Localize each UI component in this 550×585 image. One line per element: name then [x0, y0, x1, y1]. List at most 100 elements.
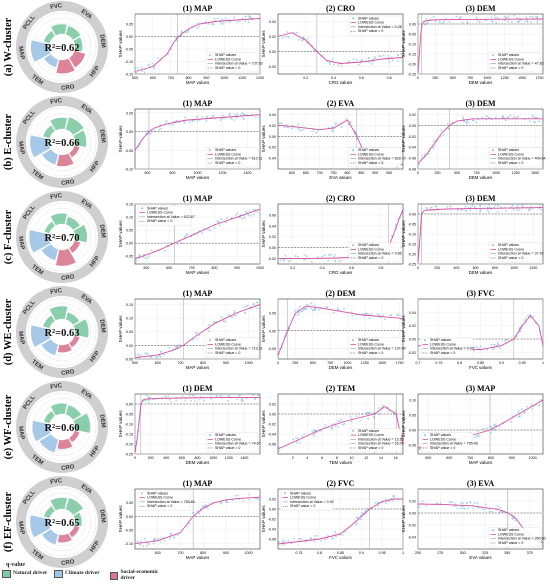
x-tick-label: 1500 — [531, 171, 539, 175]
shap-point — [479, 209, 481, 212]
shap-point — [292, 438, 295, 441]
shap-point — [255, 115, 257, 118]
legend-entry: SHAP value = 0 — [215, 66, 240, 70]
legend-entry: LOWESS Curve — [430, 342, 456, 346]
shap-point — [465, 122, 468, 125]
shap-point — [188, 121, 191, 123]
grid-ring — [27, 107, 97, 177]
legend-swatch-climate — [54, 570, 63, 578]
shap-point — [332, 255, 335, 258]
shap-point — [240, 218, 243, 220]
shap-point — [447, 128, 450, 130]
legend-marker-points — [209, 54, 211, 57]
scatter-panel-b2: (2) EVA -0.04 -0.02 0.00 0.02 0.04 600 650 700 75… — [261, 99, 406, 180]
x-tick-label: 750 — [327, 361, 333, 365]
wedge-pcll — [42, 124, 56, 139]
x-tick-label: 950 — [386, 171, 392, 175]
y-tick-label: -0.02 — [408, 351, 416, 355]
shap-point — [208, 323, 211, 326]
shap-point — [236, 20, 238, 23]
shap-point — [539, 208, 542, 211]
y-tick-label: 0.02 — [409, 324, 416, 328]
shap-point — [238, 395, 241, 397]
shap-point — [295, 441, 298, 444]
shap-point — [139, 540, 142, 542]
shap-point — [513, 116, 516, 118]
x-tick-label: 600 — [446, 456, 452, 460]
shap-point — [298, 538, 301, 540]
wedge-tem — [41, 338, 59, 356]
wedge-fvc — [50, 403, 68, 416]
shap-point — [143, 537, 146, 540]
shap-point — [331, 426, 334, 429]
legend-marker-points — [492, 529, 494, 532]
shap-point — [242, 117, 244, 120]
x-tick-label: 250 — [432, 76, 438, 80]
shap-point — [231, 315, 233, 318]
shap-point — [328, 63, 331, 66]
shap-point — [388, 60, 391, 63]
shap-point — [256, 211, 259, 214]
shap-point — [340, 418, 343, 421]
shap-point — [520, 408, 523, 411]
shap-point — [226, 217, 228, 220]
x-tick-label: 1000 — [194, 171, 202, 175]
wedge-dem — [73, 129, 87, 148]
shap-point — [201, 116, 204, 119]
shap-point — [164, 395, 167, 398]
wedge-dem — [73, 413, 91, 434]
shap-point — [197, 22, 200, 25]
shap-point — [239, 393, 242, 396]
shap-point — [306, 307, 309, 309]
shap-point — [490, 16, 493, 19]
shap-point — [378, 314, 381, 316]
y-tick-label: -0.02 — [408, 524, 416, 528]
shap-point — [191, 339, 194, 341]
shap-point — [215, 394, 218, 397]
shap-point — [299, 129, 302, 132]
wedge-fvc — [49, 497, 68, 511]
shap-point — [213, 17, 216, 20]
shap-point — [460, 502, 463, 504]
shap-point — [307, 304, 310, 307]
x-tick-label: 275 — [437, 551, 443, 555]
wedge-hfp — [68, 430, 80, 443]
x-tick-label: 0.7 — [416, 361, 421, 365]
shap-point — [223, 393, 226, 395]
shap-point — [245, 305, 248, 308]
shap-point — [493, 423, 496, 426]
shap-point — [339, 420, 342, 423]
legend-box — [348, 15, 402, 36]
shap-point — [446, 205, 449, 208]
legend-entry: SHAP values — [358, 148, 379, 152]
shap-point — [253, 213, 255, 216]
wedge-cro — [56, 438, 74, 450]
legend-entry: LOWESS Curve — [358, 247, 384, 251]
legend-entry: Intersection at Value = 612.11 — [215, 157, 262, 161]
shap-point — [456, 507, 459, 510]
shap-point — [357, 516, 359, 519]
legend-entry: Intersection at Value = 13.16 — [358, 437, 404, 441]
panel-title: (1) MAP — [183, 289, 213, 298]
x-tick-label: 850 — [358, 171, 364, 175]
shap-point — [153, 65, 155, 68]
legend-entry: LOWESS Curve — [290, 496, 316, 500]
shap-point — [473, 205, 476, 208]
shap-point — [254, 208, 256, 211]
wedge-label: DEM — [98, 509, 106, 523]
shap-point — [417, 71, 420, 74]
legend-entry: SHAP values — [430, 433, 451, 437]
legend-entry: LOWESS Curve — [430, 437, 456, 441]
shap-point — [350, 420, 352, 423]
shap-point — [305, 255, 308, 258]
legend-entry: SHAP values — [498, 243, 519, 247]
shap-point — [293, 537, 295, 540]
shap-point — [488, 116, 491, 119]
x-tick-label: 500 — [310, 361, 316, 365]
legend-label-social: Social-economic driver — [120, 569, 159, 581]
shap-point — [140, 354, 142, 357]
y-tick-label: -0.02 — [268, 146, 276, 150]
x-tick-label: 0.4 — [331, 76, 336, 80]
shap-point — [213, 320, 216, 323]
